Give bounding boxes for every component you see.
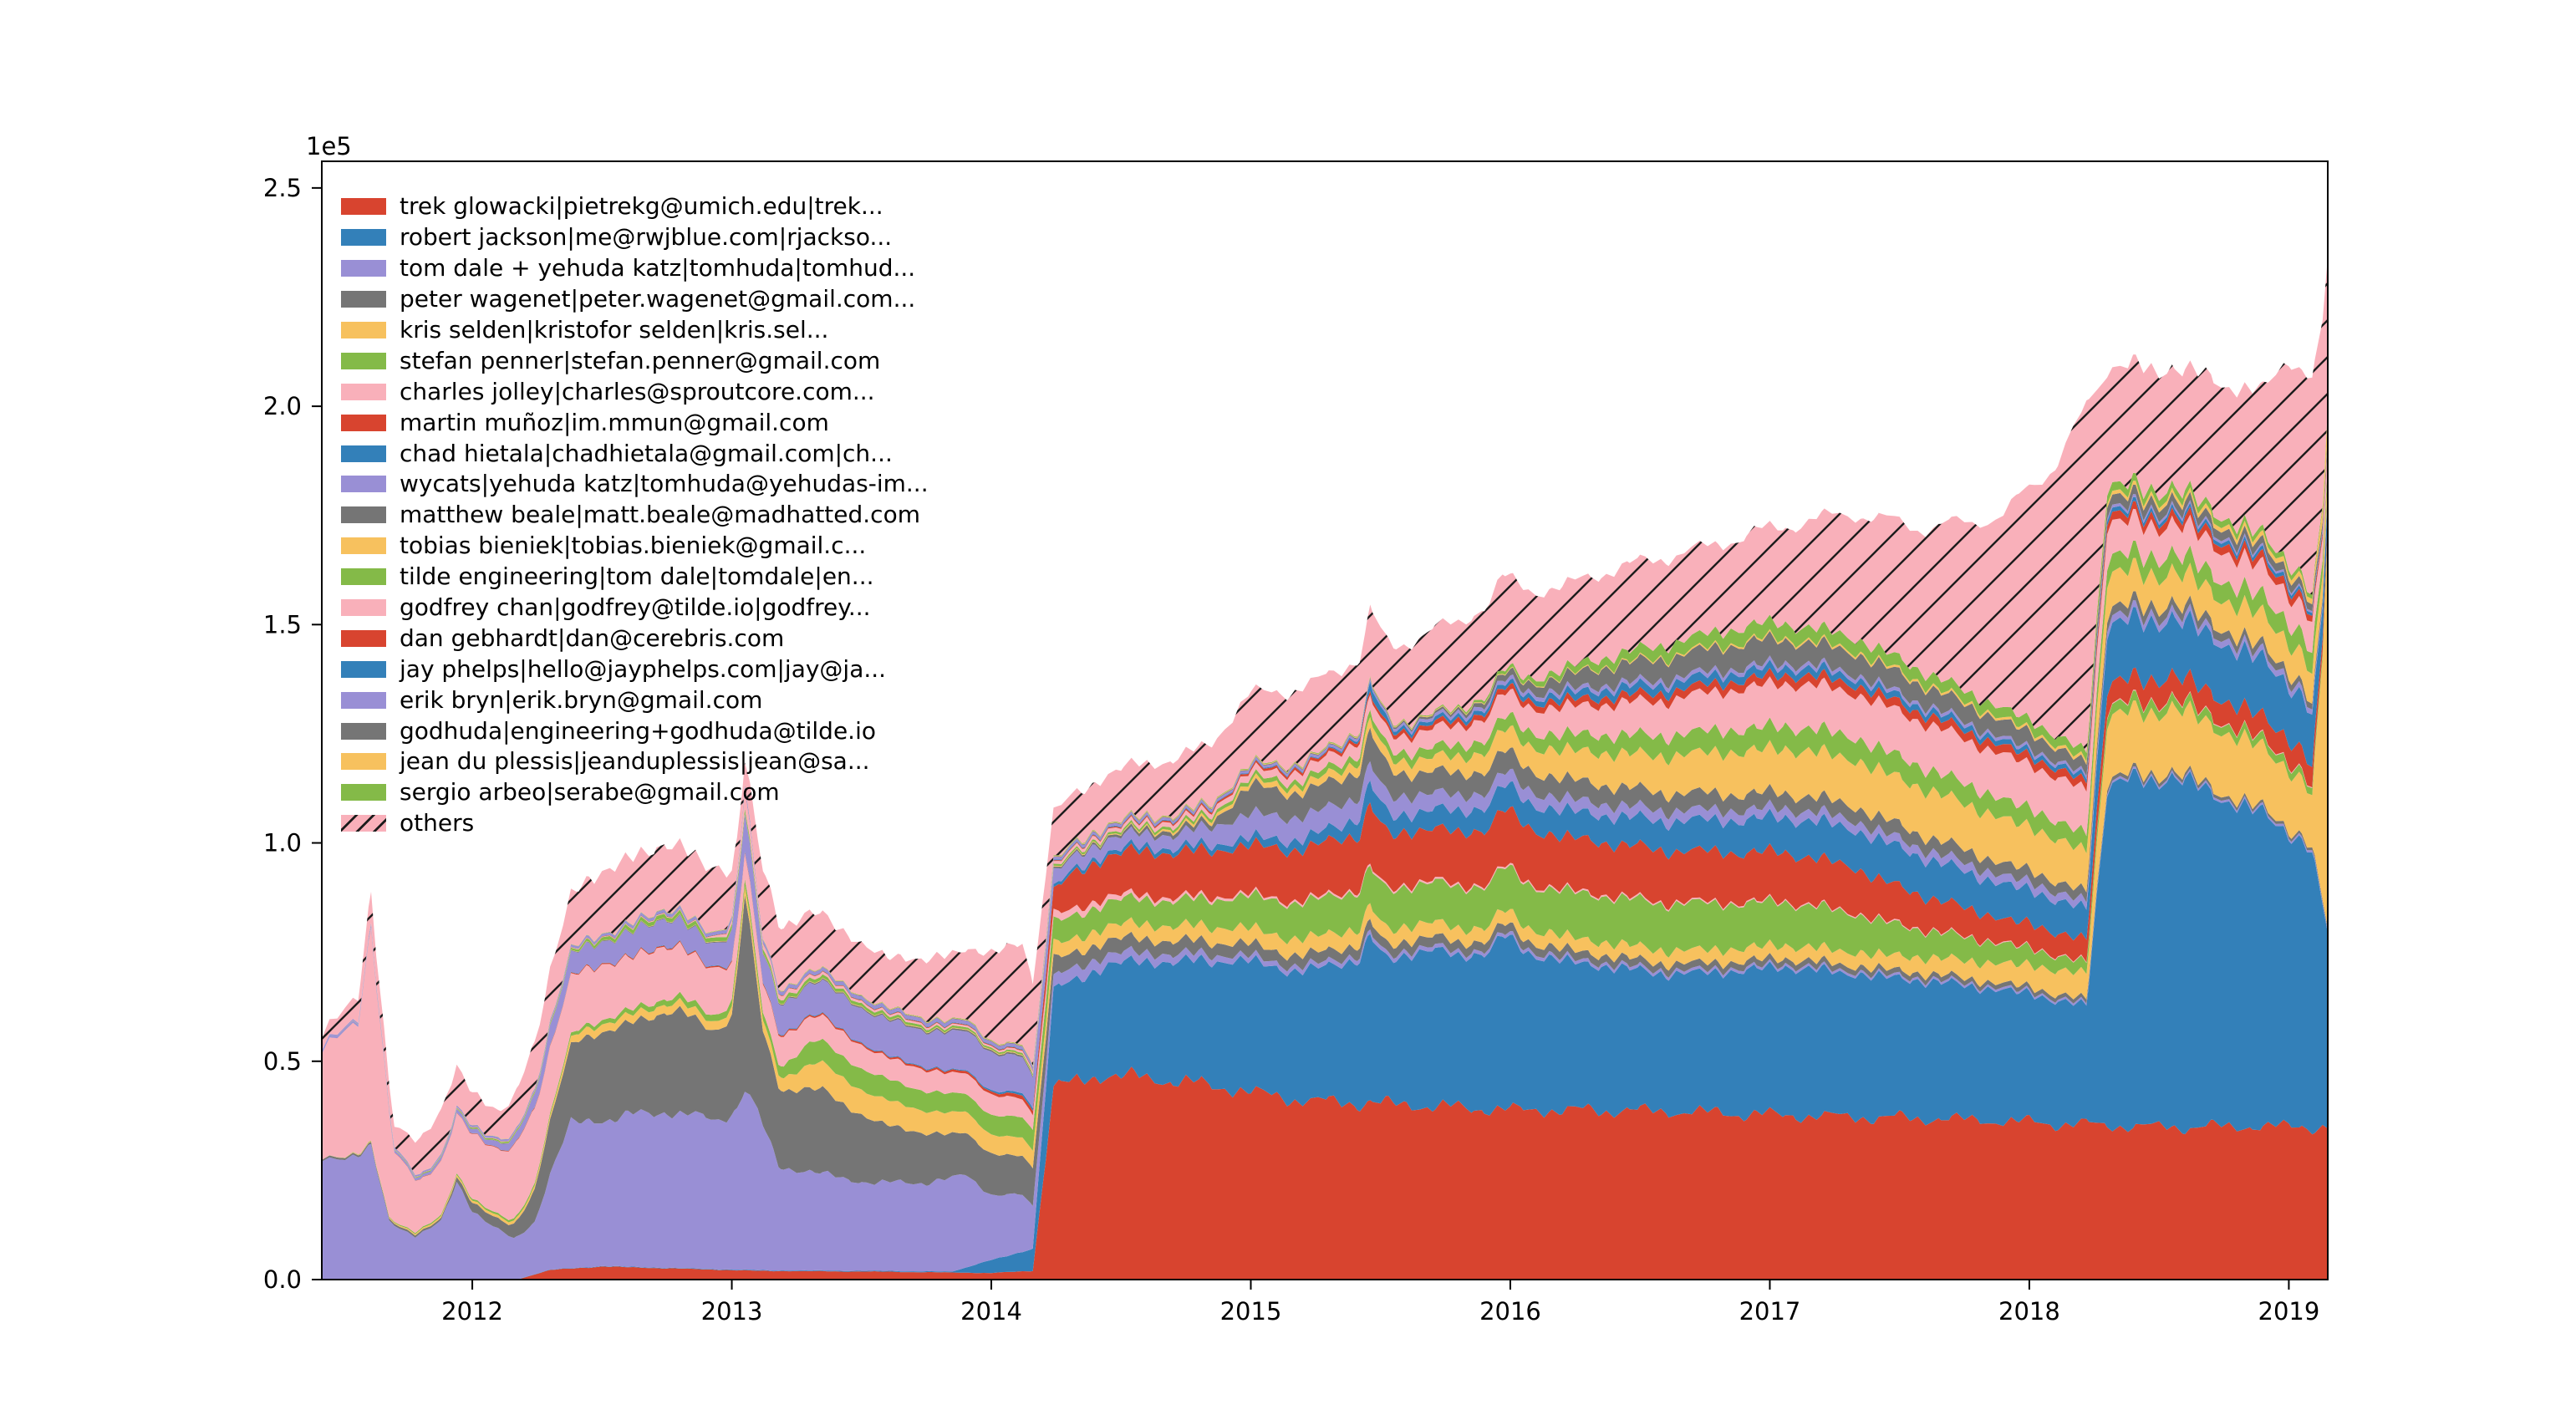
legend-item-trek-glowacki: trek glowacki|pietrekg@umich.edu|trek... (341, 191, 929, 222)
legend-item-tobias-bieniek: tobias bieniek|tobias.bieniek@gmail.c... (341, 531, 929, 562)
legend-label-kris-selden: kris selden|kristofor selden|kris.sel... (400, 316, 829, 344)
legend-label-wycats: wycats|yehuda katz|tomhuda@yehudas-im... (400, 470, 929, 498)
y-axis: 0.0 0.5 1.0 1.5 2.0 2.5 (263, 174, 322, 1294)
legend-label-godfrey-chan: godfrey chan|godfrey@tilde.io|godfrey... (400, 593, 871, 622)
legend-item-stefan-penner: stefan penner|stefan.penner@gmail.com (341, 345, 929, 376)
x-axis: 2012 2013 2014 2015 2016 2017 2018 2019 (441, 1280, 2319, 1326)
legend-item-matthew-beale: matthew beale|matt.beale@madhatted.com (341, 500, 929, 531)
legend-swatch-sergio-arbeo (341, 784, 386, 802)
area-martin-munoz (322, 515, 2328, 1181)
legend-swatch-tobias-bieniek (341, 537, 386, 555)
legend-label-godhuda: godhuda|engineering+godhuda@tilde.io (400, 716, 876, 745)
legend-swatch-dan-gebhardt (341, 629, 386, 647)
legend-swatch-charles-jolley (341, 383, 386, 400)
legend-label-chad-hietala: chad hietala|chadhietala@gmail.com|ch... (400, 439, 893, 467)
stacked-areas (322, 257, 2328, 1280)
legend-swatch-jean-du-plessis (341, 753, 386, 771)
legend-label-dan-gebhardt: dan gebhardt|dan@cerebris.com (400, 623, 785, 652)
legend-item-chad-hietala: chad hietala|chadhietala@gmail.com|ch... (341, 438, 929, 469)
legend-item-charles-jolley: charles jolley|charles@sproutcore.com... (341, 376, 929, 407)
legend-item-tom-dale-yehuda-katz: tom dale + yehuda katz|tomhuda|tomhud... (341, 253, 929, 284)
legend-swatch-others (341, 815, 386, 832)
legend-item-godfrey-chan: godfrey chan|godfrey@tilde.io|godfrey... (341, 593, 929, 623)
legend-label-trek-glowacki: trek glowacki|pietrekg@umich.edu|trek... (400, 192, 883, 221)
legend-swatch-kris-selden (341, 322, 386, 338)
legend-swatch-martin-munoz (341, 414, 386, 431)
legend-item-tilde-engineering: tilde engineering|tom dale|tomdale|en... (341, 562, 929, 593)
legend-item-martin-munoz: martin muñoz|im.mmun@gmail.com (341, 407, 929, 438)
legend-label-tom-dale-yehuda-katz: tom dale + yehuda katz|tomhuda|tomhud... (400, 254, 916, 282)
area-robert-jackson (322, 768, 2328, 1280)
x-tick-label: 2019 (2258, 1297, 2320, 1326)
legend-swatch-stefan-penner (341, 352, 386, 369)
legend-item-godhuda: godhuda|engineering+godhuda@tilde.io (341, 715, 929, 746)
legend-label-matthew-beale: matthew beale|matt.beale@madhatted.com (400, 501, 920, 529)
legend-swatch-erik-bryn (341, 691, 386, 709)
legend-swatch-robert-jackson (341, 229, 386, 247)
legend-item-kris-selden: kris selden|kristofor selden|kris.sel... (341, 315, 929, 346)
area-chad-hietala (322, 493, 2328, 1181)
legend-label-robert-jackson: robert jackson|me@rwjblue.com|rjackso... (400, 223, 893, 252)
area-erik-bryn (322, 436, 2328, 1178)
legend-item-sergio-arbeo: sergio arbeo|serabe@gmail.com (341, 777, 929, 808)
legend-label-stefan-penner: stefan penner|stefan.penner@gmail.com (400, 346, 881, 374)
legend-swatch-jay-phelps (341, 660, 386, 678)
y-tick-label: 1.0 (263, 829, 302, 858)
legend-swatch-wycats (341, 476, 386, 493)
legend-item-erik-bryn: erik bryn|erik.bryn@gmail.com (341, 685, 929, 715)
legend-swatch-peter-wagenet (341, 291, 386, 308)
y-tick-label: 2.0 (263, 392, 302, 420)
legend-swatch-godfrey-chan (341, 599, 386, 617)
legend-label-tilde-engineering: tilde engineering|tom dale|tomdale|en... (400, 562, 874, 591)
y-tick-label: 2.5 (263, 174, 302, 202)
area-tobias-bieniek (322, 471, 2328, 1178)
legend-swatch-chad-hietala (341, 445, 386, 462)
legend-item-robert-jackson: robert jackson|me@rwjblue.com|rjackso... (341, 222, 929, 253)
x-tick-label: 2014 (960, 1297, 1022, 1326)
x-tick-label: 2018 (1998, 1297, 2060, 1326)
area-stefan-penner (322, 524, 2328, 1234)
legend-label-sergio-arbeo: sergio arbeo|serabe@gmail.com (400, 778, 780, 807)
area-peter-wagenet (322, 762, 2328, 1239)
legend: trek glowacki|pietrekg@umich.edu|trek...… (341, 191, 929, 839)
legend-swatch-matthew-beale (341, 506, 386, 524)
legend-swatch-tom-dale-yehuda-katz (341, 260, 386, 277)
legend-label-erik-bryn: erik bryn|erik.bryn@gmail.com (400, 685, 763, 714)
legend-label-peter-wagenet: peter wagenet|peter.wagenet@gmail.com... (400, 285, 916, 313)
plot-border (321, 160, 2329, 1280)
legend-swatch-godhuda (341, 722, 386, 740)
legend-item-jean-du-plessis: jean du plessis|jeanduplessis|jean@sa... (341, 746, 929, 777)
y-tick-label: 0.0 (263, 1265, 302, 1294)
y-axis-offset-label: 1e5 (306, 132, 352, 160)
x-tick-label: 2013 (701, 1297, 763, 1326)
y-tick-label: 0.5 (263, 1047, 302, 1076)
legend-label-tobias-bieniek: tobias bieniek|tobias.bieniek@gmail.c... (400, 532, 867, 560)
legend-item-dan-gebhardt: dan gebhardt|dan@cerebris.com (341, 623, 929, 654)
legend-item-wycats: wycats|yehuda katz|tomhuda@yehudas-im... (341, 469, 929, 500)
legend-item-jay-phelps: jay phelps|hello@jayphelps.com|jay@ja... (341, 654, 929, 685)
legend-item-peter-wagenet: peter wagenet|peter.wagenet@gmail.com... (341, 284, 929, 315)
legend-label-jean-du-plessis: jean du plessis|jeanduplessis|jean@sa... (400, 747, 870, 776)
legend-label-martin-munoz: martin muñoz|im.mmun@gmail.com (400, 408, 829, 436)
area-wycats (322, 489, 2328, 1181)
area-godhuda (322, 432, 2328, 1176)
x-tick-label: 2012 (441, 1297, 503, 1326)
x-tick-label: 2016 (1479, 1297, 1541, 1326)
legend-swatch-trek-glowacki (341, 198, 386, 216)
legend-label-others: others (400, 809, 475, 837)
area-others-hatch (322, 257, 2328, 1176)
x-tick-label: 2015 (1220, 1297, 1282, 1326)
x-tick-label: 2017 (1739, 1297, 1801, 1326)
area-charles-jolley (322, 523, 2328, 1234)
area-trek-glowacki (322, 1066, 2328, 1280)
legend-swatch-tilde-engineering (341, 568, 386, 586)
legend-item-others: others (341, 808, 929, 839)
legend-label-charles-jolley: charles jolley|charles@sproutcore.com... (400, 377, 875, 405)
y-tick-label: 1.5 (263, 610, 302, 639)
legend-label-jay-phelps: jay phelps|hello@jayphelps.com|jay@ja... (400, 654, 887, 683)
